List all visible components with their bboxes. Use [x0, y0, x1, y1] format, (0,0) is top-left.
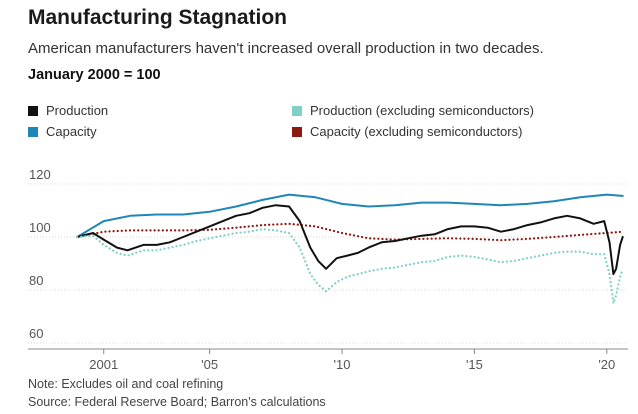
chart-note: Note: Excludes oil and coal refining: [28, 377, 224, 391]
chart-subtitle: American manufacturers haven't increased…: [28, 40, 544, 57]
legend-label: Capacity: [46, 124, 97, 139]
legend-label: Production: [46, 103, 109, 118]
y-tick-label: 60: [29, 326, 43, 341]
legend-label: Capacity (excluding semiconductors): [310, 124, 523, 139]
legend-item-production: Production: [28, 103, 108, 118]
legend-item-production-ex-semis: Production (excluding semiconductors): [292, 103, 534, 118]
y-tick-label: 80: [29, 273, 43, 288]
x-tick-label: '10: [334, 357, 351, 372]
y-tick-label: 120: [29, 167, 51, 182]
y-tick-label: 100: [29, 220, 51, 235]
legend-swatch: [28, 126, 38, 137]
legend-item-capacity-ex-semis: Capacity (excluding semiconductors): [292, 124, 522, 139]
series-line: [76, 193, 624, 238]
series-line: [76, 204, 624, 276]
series-line: [76, 228, 624, 305]
legend-swatch: [292, 105, 302, 116]
legend-item-capacity: Capacity: [28, 124, 97, 139]
legend-label: Production (excluding semiconductors): [310, 103, 534, 118]
x-tick-label: '20: [598, 357, 615, 372]
chart-source: Source: Federal Reserve Board; Barron's …: [28, 395, 326, 409]
x-tick-label: '05: [201, 357, 218, 372]
x-tick-label: 2001: [89, 357, 118, 372]
units-label: January 2000 = 100: [28, 67, 161, 83]
series-line: [76, 222, 624, 242]
legend-swatch: [28, 105, 38, 116]
legend-swatch: [292, 126, 302, 137]
chart-title: Manufacturing Stagnation: [28, 6, 287, 29]
x-tick-label: '15: [466, 357, 483, 372]
